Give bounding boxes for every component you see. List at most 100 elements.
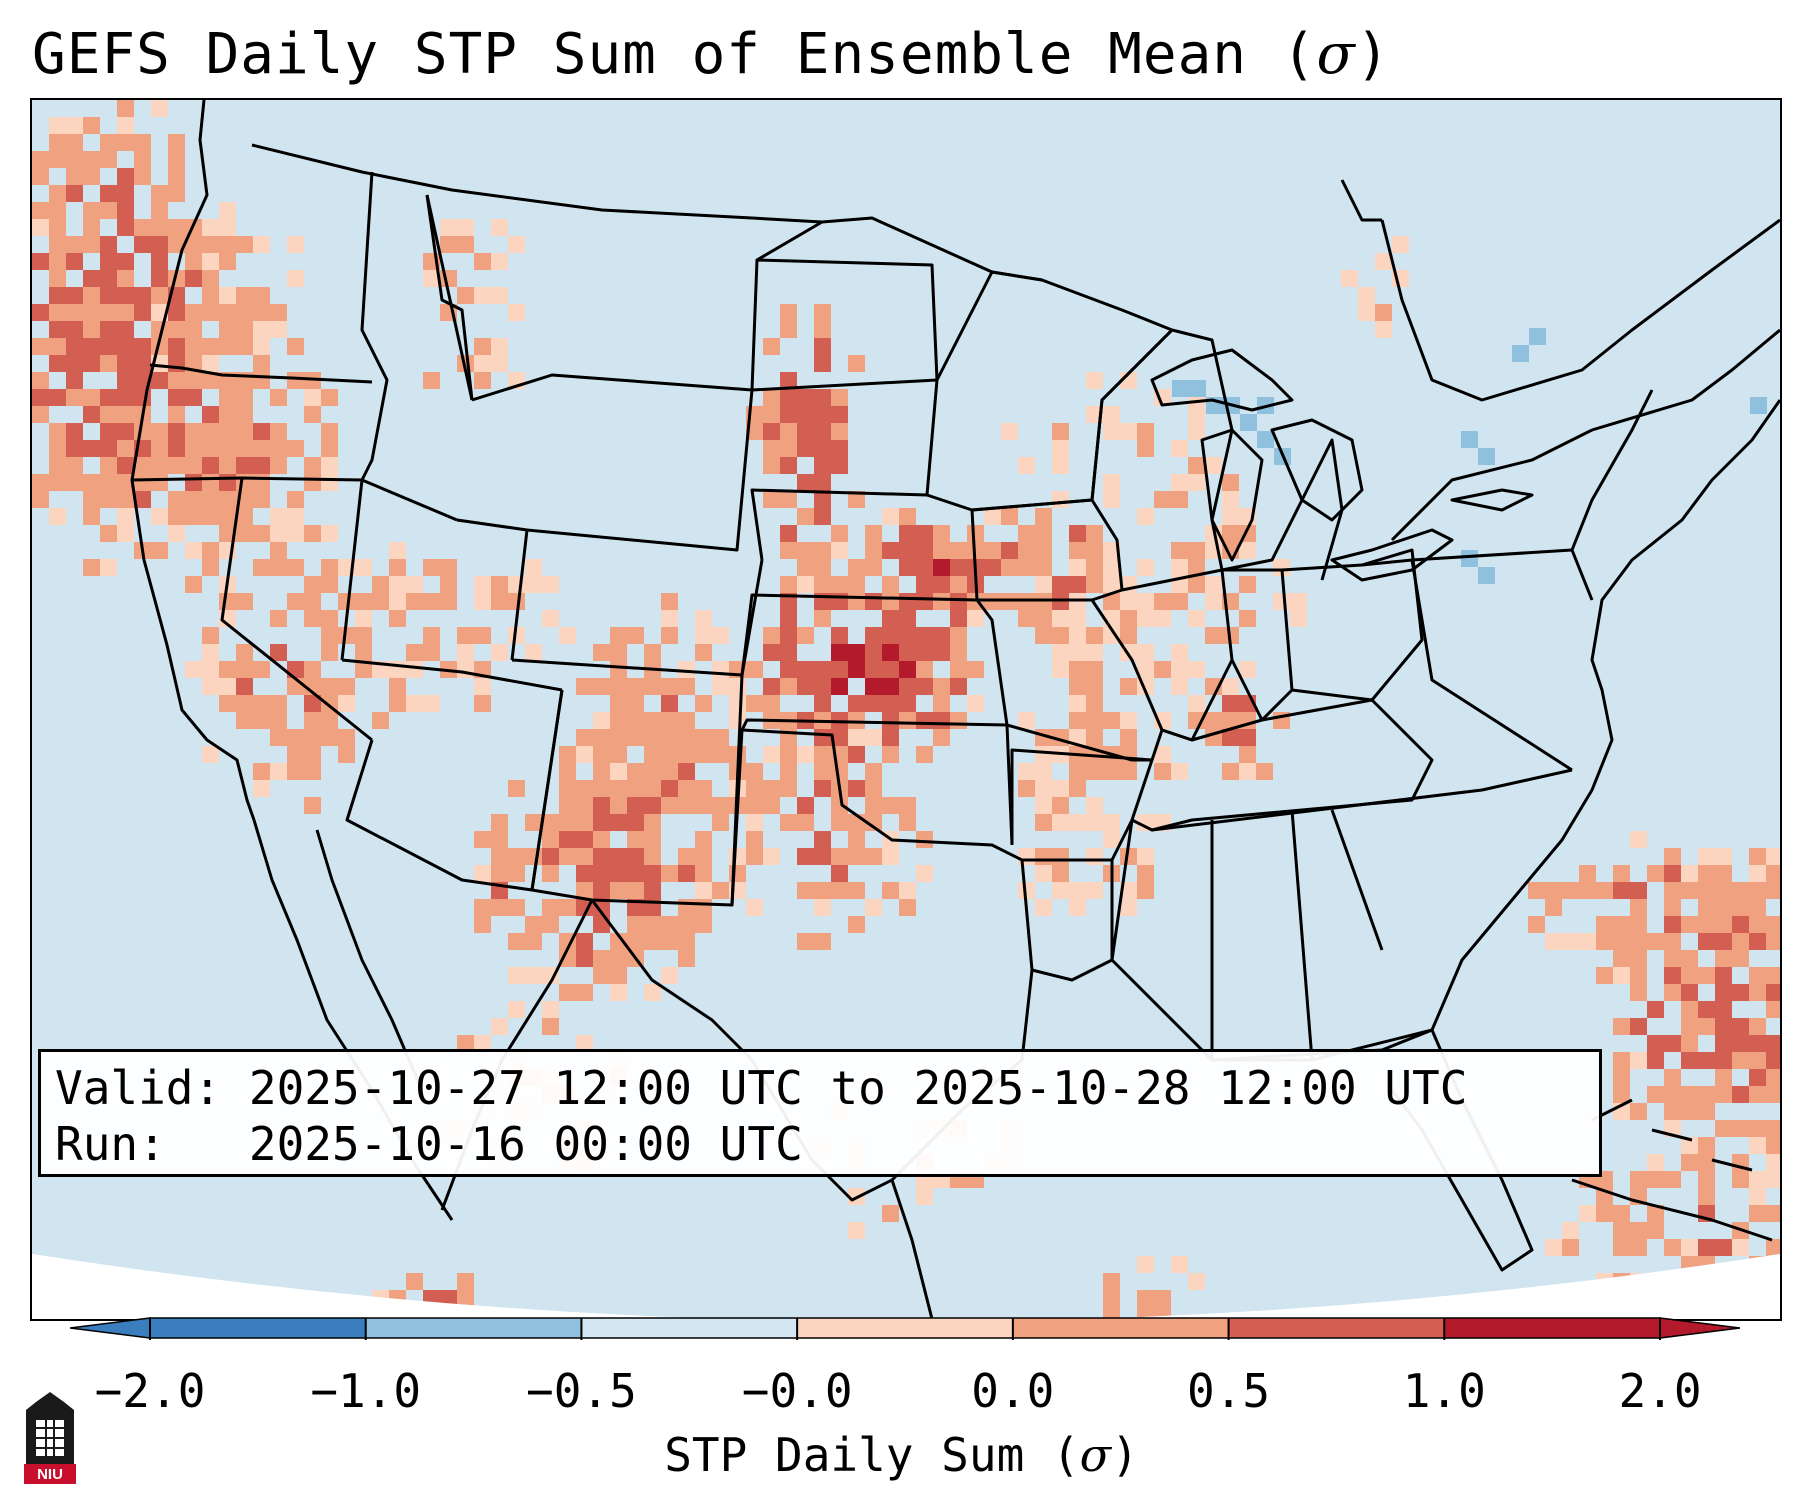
stp-cell	[1681, 916, 1698, 933]
stp-cell	[1018, 457, 1035, 474]
stp-cell	[1171, 763, 1188, 780]
stp-cell	[610, 661, 627, 678]
stp-cell	[848, 355, 865, 372]
stp-cell	[814, 848, 831, 865]
stp-cell	[185, 661, 202, 678]
stp-cell	[899, 797, 916, 814]
stp-cell	[610, 882, 627, 899]
stp-cell	[644, 916, 661, 933]
stp-cell	[219, 202, 236, 219]
stp-cell	[474, 916, 491, 933]
stp-cell	[270, 729, 287, 746]
stp-cell	[1715, 1001, 1732, 1018]
stp-cell	[763, 389, 780, 406]
stp-cell	[1035, 525, 1052, 542]
stp-cell	[610, 848, 627, 865]
stp-cell	[831, 440, 848, 457]
stp-cell	[610, 644, 627, 661]
stp-cell	[933, 593, 950, 610]
stp-cell	[1766, 1086, 1780, 1103]
stp-cell	[797, 406, 814, 423]
stp-cell	[848, 712, 865, 729]
stp-cell	[134, 474, 151, 491]
stp-cell	[202, 287, 219, 304]
stp-cell	[525, 916, 542, 933]
stp-cell	[66, 338, 83, 355]
stp-cell	[1052, 780, 1069, 797]
stp-cell	[814, 338, 831, 355]
stp-cell	[678, 763, 695, 780]
stp-cell	[66, 457, 83, 474]
stp-cell	[1579, 882, 1596, 899]
stp-cell	[1086, 882, 1103, 899]
stp-cell	[1664, 1239, 1681, 1256]
stp-cell	[1749, 848, 1766, 865]
stp-cell	[185, 423, 202, 440]
stp-cell	[151, 440, 168, 457]
stp-cell	[100, 389, 117, 406]
stp-cell	[1018, 542, 1035, 559]
stp-cell	[1613, 950, 1630, 967]
stp-cell	[1137, 814, 1154, 831]
stp-cell	[151, 287, 168, 304]
stp-cell	[1137, 610, 1154, 627]
stp-cell	[678, 916, 695, 933]
stp-cell	[372, 712, 389, 729]
stp-cell	[1069, 882, 1086, 899]
stp-cell	[1341, 270, 1358, 287]
stp-cell	[1052, 423, 1069, 440]
stp-cell	[610, 865, 627, 882]
stp-cell	[1137, 661, 1154, 678]
stp-cell	[1698, 882, 1715, 899]
stp-cell	[780, 423, 797, 440]
stp-cell	[1069, 627, 1086, 644]
stp-cell	[253, 355, 270, 372]
stp-cell	[1086, 627, 1103, 644]
stp-cell	[661, 780, 678, 797]
stp-cell	[270, 542, 287, 559]
stp-cell	[933, 559, 950, 576]
stp-cell	[1086, 814, 1103, 831]
stp-cell	[32, 151, 49, 168]
stp-cell	[1137, 440, 1154, 457]
stp-cell	[321, 712, 338, 729]
stp-cell	[814, 406, 831, 423]
stp-cell	[1137, 593, 1154, 610]
stp-cell	[1545, 882, 1562, 899]
stp-cell	[151, 219, 168, 236]
stp-cell	[253, 661, 270, 678]
stp-cell	[1154, 661, 1171, 678]
stp-cell	[1018, 763, 1035, 780]
stp-cell	[1749, 1137, 1766, 1154]
stp-cell	[559, 814, 576, 831]
stp-cell	[831, 627, 848, 644]
stp-cell	[66, 236, 83, 253]
stp-cell	[950, 712, 967, 729]
stp-cell	[729, 865, 746, 882]
stp-cell	[168, 270, 185, 287]
stp-cell	[219, 474, 236, 491]
stp-cell	[1664, 916, 1681, 933]
stp-cell	[1069, 780, 1086, 797]
stp-cell	[1069, 576, 1086, 593]
stp-cell	[1647, 1171, 1664, 1188]
stp-cell	[763, 423, 780, 440]
stp-cell	[542, 916, 559, 933]
stp-cell	[1749, 1205, 1766, 1222]
stp-cell	[1239, 576, 1256, 593]
stp-cell	[967, 525, 984, 542]
stp-cell	[1171, 542, 1188, 559]
stp-cell	[100, 134, 117, 151]
stp-cell	[814, 355, 831, 372]
stp-cell	[117, 287, 134, 304]
stp-cell	[882, 610, 899, 627]
stp-cell	[780, 406, 797, 423]
stp-cell	[49, 508, 66, 525]
stp-cell	[202, 372, 219, 389]
stp-cell	[848, 644, 865, 661]
stp-cell	[814, 457, 831, 474]
stp-cell	[899, 661, 916, 678]
stp-cell	[49, 304, 66, 321]
stp-cell	[321, 457, 338, 474]
stp-cell	[661, 933, 678, 950]
